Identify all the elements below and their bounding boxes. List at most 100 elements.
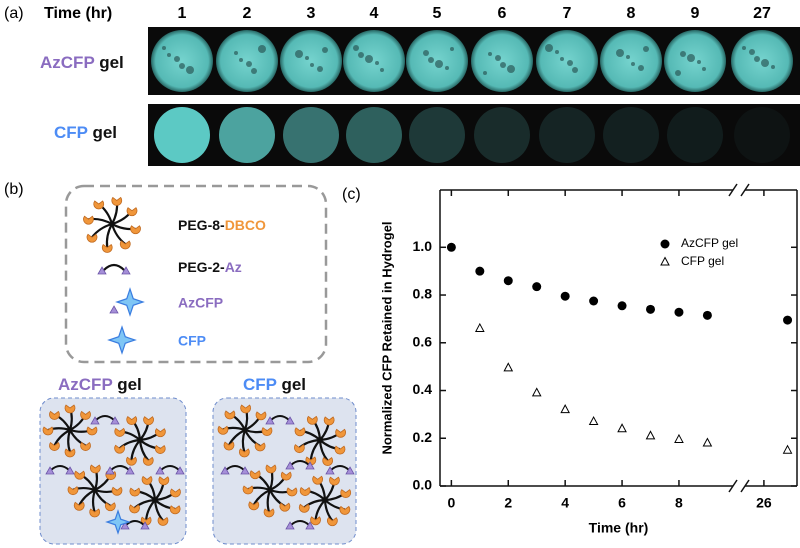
dbco <box>261 427 273 437</box>
dbco <box>157 516 169 526</box>
row-label: AzCFP gel <box>40 53 124 72</box>
peg-arm <box>78 489 96 506</box>
azide <box>120 521 130 530</box>
photo-spot <box>488 52 492 56</box>
peg-arm <box>67 429 72 453</box>
azide <box>240 466 250 475</box>
gel-photo <box>471 30 533 92</box>
gel-photo <box>664 30 726 92</box>
dbco <box>335 428 346 438</box>
legend-text: CFP <box>178 333 206 349</box>
peg-arm <box>53 429 71 447</box>
peg-arm <box>241 429 247 453</box>
point <box>531 387 542 397</box>
photo-spot <box>305 56 309 60</box>
panel-label: (b) <box>4 181 24 198</box>
dbco <box>67 486 79 496</box>
azide <box>285 461 295 470</box>
photo-spot <box>435 60 443 68</box>
gel-photo <box>343 30 405 92</box>
dbco <box>86 426 98 436</box>
peg-arm <box>130 439 141 461</box>
x-tick-label: 0 <box>447 495 455 511</box>
dbco <box>286 487 298 497</box>
peg-arm <box>105 223 113 248</box>
text-part: DBCO <box>225 217 266 233</box>
dbco <box>265 464 277 474</box>
legend-label: CFP gel <box>681 254 724 268</box>
photo-spot <box>560 57 564 61</box>
point <box>702 437 713 447</box>
axis-break <box>728 479 738 493</box>
peg-arm <box>314 499 326 521</box>
point <box>446 242 456 252</box>
photo-spot <box>507 65 515 73</box>
azide <box>90 416 100 425</box>
gel-name: CFP <box>54 123 88 142</box>
point <box>503 362 514 372</box>
gel-name: AzCFP <box>58 375 112 394</box>
point <box>646 304 656 314</box>
dbco <box>322 457 334 467</box>
photo-spot <box>761 59 769 67</box>
photo-spot <box>365 55 373 63</box>
dbco <box>129 487 141 497</box>
gel-title: CFP gel <box>243 375 306 394</box>
peg-2 <box>330 465 350 471</box>
dbco <box>64 404 76 414</box>
photo-spot <box>626 55 630 59</box>
azide <box>65 466 75 475</box>
photo-spot <box>555 50 559 54</box>
dbco <box>242 485 254 495</box>
dbco <box>224 410 236 420</box>
azide <box>125 466 135 475</box>
photo-spot <box>616 49 624 57</box>
dbco <box>263 508 275 518</box>
dbco <box>143 416 154 426</box>
gel-photo <box>219 107 275 163</box>
photo-spot <box>742 46 746 50</box>
x-tick-label: 6 <box>618 495 626 511</box>
x-tick-label: 4 <box>561 495 569 511</box>
y-tick-label: 0.2 <box>413 429 433 445</box>
photo-spot <box>234 51 238 55</box>
dbco <box>74 470 86 480</box>
azide <box>305 521 315 530</box>
cfp <box>107 325 137 355</box>
text-part: PEG-8- <box>178 217 225 233</box>
dbco <box>334 445 346 455</box>
gel-name: AzCFP <box>40 53 94 72</box>
photo-spot <box>567 60 573 66</box>
gel-photo <box>600 30 662 92</box>
dbco <box>255 411 267 421</box>
photo-spot <box>500 62 506 68</box>
photo-spot <box>375 61 379 65</box>
time-label: 6 <box>498 5 507 22</box>
legend-marker <box>660 256 670 266</box>
schematic <box>42 196 355 535</box>
peg-arm <box>91 489 97 513</box>
gel-photo <box>603 107 659 163</box>
dbco <box>140 516 152 526</box>
dbco <box>126 416 138 426</box>
photo-spot <box>754 56 760 62</box>
gel-photo <box>216 30 278 92</box>
photo-spot <box>643 46 649 52</box>
gel-photo <box>667 107 723 163</box>
dbco <box>86 233 98 243</box>
photo-spot <box>322 47 328 53</box>
legend-box <box>64 184 328 364</box>
photo-spot <box>749 49 755 55</box>
dbco <box>114 427 126 437</box>
legend-text: PEG-8-DBCO <box>178 217 266 233</box>
dbco <box>89 464 101 474</box>
photo-spot <box>631 62 635 66</box>
time-header: Time (hr) <box>44 5 112 22</box>
dbco <box>305 456 317 466</box>
gel-photo <box>346 107 402 163</box>
time-label: 2 <box>243 5 252 22</box>
time-label: 1 <box>178 5 187 22</box>
dbco <box>89 508 101 518</box>
dbco <box>299 486 311 496</box>
photo-spot <box>572 67 578 73</box>
